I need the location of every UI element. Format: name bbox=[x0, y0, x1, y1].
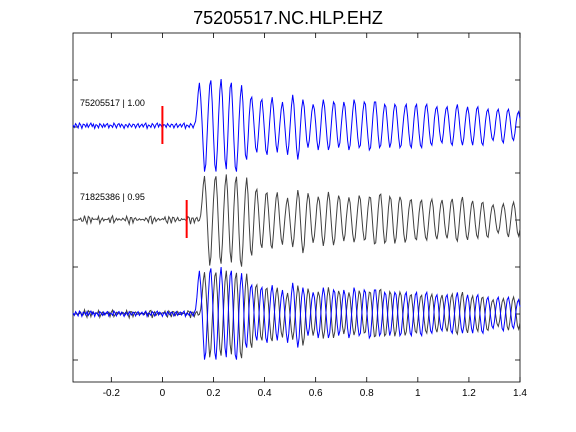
trace-label-1: 75205517 | 1.00 bbox=[80, 98, 145, 108]
trace-labels: 75205517 | 1.00 71825386 | 0.95 bbox=[80, 98, 145, 202]
x-tick-label: 0 bbox=[160, 388, 166, 399]
x-tick-label: 1 bbox=[415, 388, 421, 399]
x-tick-label: 1.4 bbox=[513, 388, 527, 399]
x-tick-label: -0.2 bbox=[103, 388, 121, 399]
axes-frame bbox=[72, 32, 521, 383]
x-tick-label: 0.2 bbox=[207, 388, 221, 399]
pick-markers bbox=[161, 106, 188, 238]
x-tick-label: 0.8 bbox=[360, 388, 374, 399]
chart-title: 75205517.NC.HLP.EHZ bbox=[193, 8, 383, 28]
x-tick-label: 0.6 bbox=[309, 388, 323, 399]
overlay-line-secondary bbox=[77, 270, 521, 359]
x-tick-label: 0.4 bbox=[258, 388, 272, 399]
overlay-line-primary bbox=[72, 266, 521, 360]
trace-label-2: 71825386 | 0.95 bbox=[80, 192, 145, 202]
trace-line-2 bbox=[77, 174, 521, 267]
x-axis: -0.2 0 0.2 0.4 0.6 0.8 1 1.2 1.4 bbox=[103, 33, 527, 399]
trace-line-1 bbox=[72, 78, 521, 172]
x-tick-label: 1.2 bbox=[462, 388, 476, 399]
trace-group bbox=[72, 78, 521, 360]
